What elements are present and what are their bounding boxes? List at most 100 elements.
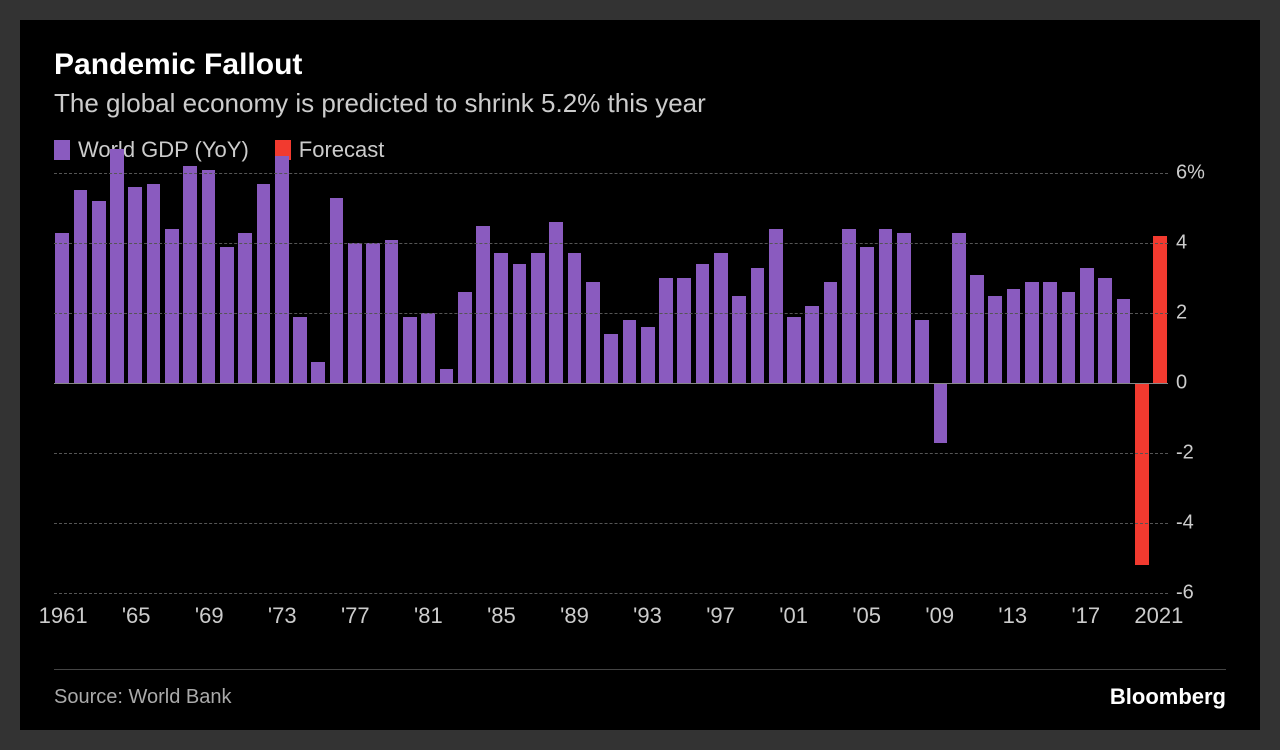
bar bbox=[403, 317, 417, 384]
footer: Source: World Bank Bloomberg bbox=[54, 669, 1226, 710]
x-tick-label: '93 bbox=[633, 603, 662, 629]
y-tick-label: 6% bbox=[1176, 162, 1226, 185]
bar bbox=[568, 253, 582, 383]
x-tick-label: '01 bbox=[779, 603, 808, 629]
bar bbox=[677, 278, 691, 383]
y-tick-label: 0 bbox=[1176, 372, 1226, 395]
legend-item: Forecast bbox=[275, 137, 385, 163]
x-tick-label: '05 bbox=[852, 603, 881, 629]
bar bbox=[751, 268, 765, 384]
bar bbox=[1098, 278, 1112, 383]
bar bbox=[1007, 289, 1021, 384]
bar bbox=[257, 184, 271, 384]
bar bbox=[897, 233, 911, 383]
bar bbox=[952, 233, 966, 383]
x-tick-label: '69 bbox=[195, 603, 224, 629]
chart-title: Pandemic Fallout bbox=[54, 48, 1226, 82]
x-tick-label: '09 bbox=[925, 603, 954, 629]
bar bbox=[1025, 282, 1039, 384]
x-tick-label: '89 bbox=[560, 603, 589, 629]
legend-label: World GDP (YoY) bbox=[78, 137, 249, 163]
bar bbox=[531, 253, 545, 383]
bar bbox=[311, 362, 325, 383]
bar bbox=[421, 313, 435, 383]
bar bbox=[110, 149, 124, 384]
plot-area bbox=[54, 173, 1168, 593]
chart-card: Pandemic Fallout The global economy is p… bbox=[20, 20, 1260, 730]
legend-item: World GDP (YoY) bbox=[54, 137, 249, 163]
bar bbox=[787, 317, 801, 384]
bar bbox=[769, 229, 783, 383]
legend: World GDP (YoY) Forecast bbox=[54, 137, 1226, 163]
bar bbox=[494, 253, 508, 383]
bar bbox=[842, 229, 856, 383]
bar bbox=[623, 320, 637, 383]
bar bbox=[549, 222, 563, 383]
bar bbox=[934, 383, 948, 443]
x-tick-label: 1961 bbox=[39, 603, 88, 629]
gridline bbox=[54, 453, 1168, 454]
x-tick-label: 2021 bbox=[1134, 603, 1183, 629]
bar bbox=[513, 264, 527, 383]
bar bbox=[1153, 236, 1167, 383]
y-tick-label: -6 bbox=[1176, 582, 1226, 605]
x-tick-label: '97 bbox=[706, 603, 735, 629]
bar bbox=[330, 198, 344, 384]
brand-logo: Bloomberg bbox=[1110, 684, 1226, 710]
bar bbox=[128, 187, 142, 383]
source-text: Source: World Bank bbox=[54, 686, 232, 709]
y-tick-label: -2 bbox=[1176, 442, 1226, 465]
bar bbox=[805, 306, 819, 383]
gridline bbox=[54, 593, 1168, 594]
bar bbox=[147, 184, 161, 384]
bar bbox=[879, 229, 893, 383]
bar bbox=[476, 226, 490, 384]
x-tick-label: '65 bbox=[122, 603, 151, 629]
bar bbox=[202, 170, 216, 384]
x-tick-label: '13 bbox=[998, 603, 1027, 629]
bar bbox=[641, 327, 655, 383]
bar bbox=[74, 190, 88, 383]
bar bbox=[824, 282, 838, 384]
y-tick-label: 2 bbox=[1176, 302, 1226, 325]
bar bbox=[1135, 383, 1149, 565]
gridline bbox=[54, 383, 1168, 384]
legend-swatch bbox=[54, 140, 70, 160]
gridline bbox=[54, 173, 1168, 174]
x-tick-label: '81 bbox=[414, 603, 443, 629]
bar bbox=[988, 296, 1002, 384]
y-tick-label: -4 bbox=[1176, 512, 1226, 535]
x-tick-label: '77 bbox=[341, 603, 370, 629]
bar bbox=[732, 296, 746, 384]
bar bbox=[238, 233, 252, 383]
bar bbox=[586, 282, 600, 384]
bar bbox=[860, 247, 874, 384]
bar bbox=[1117, 299, 1131, 383]
bar bbox=[1043, 282, 1057, 384]
bar bbox=[220, 247, 234, 384]
bar bbox=[385, 240, 399, 384]
bar bbox=[92, 201, 106, 383]
bar bbox=[275, 156, 289, 384]
bar bbox=[970, 275, 984, 384]
gridline bbox=[54, 523, 1168, 524]
bar bbox=[1062, 292, 1076, 383]
x-tick-label: '73 bbox=[268, 603, 297, 629]
y-tick-label: 4 bbox=[1176, 232, 1226, 255]
bar bbox=[714, 253, 728, 383]
gridline bbox=[54, 313, 1168, 314]
gridline bbox=[54, 243, 1168, 244]
bar bbox=[1080, 268, 1094, 384]
x-axis: 1961'65'69'73'77'81'85'89'93'97'01'05'09… bbox=[54, 597, 1168, 633]
legend-label: Forecast bbox=[299, 137, 385, 163]
x-tick-label: '17 bbox=[1071, 603, 1100, 629]
bar bbox=[165, 229, 179, 383]
bar bbox=[293, 317, 307, 384]
bar bbox=[659, 278, 673, 383]
bar bbox=[696, 264, 710, 383]
bar bbox=[604, 334, 618, 383]
chart-subtitle: The global economy is predicted to shrin… bbox=[54, 88, 1226, 119]
chart-area: 6%420-2-4-6 1961'65'69'73'77'81'85'89'93… bbox=[54, 173, 1226, 633]
bar bbox=[183, 166, 197, 383]
bar bbox=[440, 369, 454, 383]
